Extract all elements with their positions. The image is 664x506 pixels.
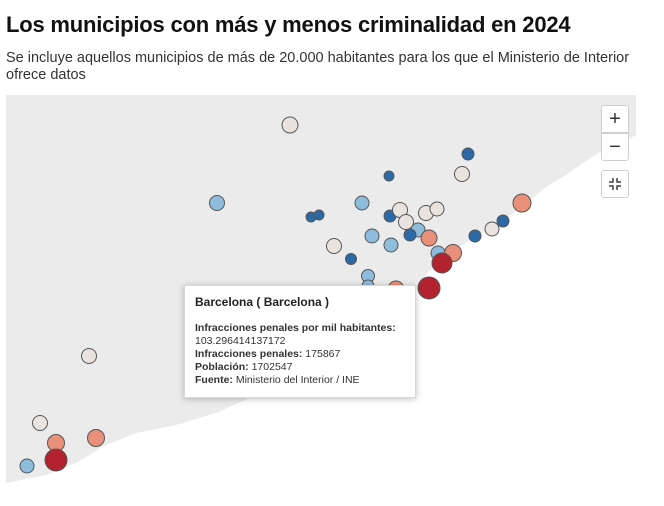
map-panel[interactable] [6, 95, 636, 495]
tooltip-infr-label: Infracciones penales: [195, 348, 303, 360]
municipality-marker[interactable] [87, 429, 105, 447]
municipality-marker[interactable] [281, 116, 299, 134]
municipality-marker[interactable] [398, 214, 414, 230]
municipality-marker[interactable] [431, 252, 453, 274]
fit-bounds-icon [609, 178, 621, 190]
municipality-marker[interactable] [209, 195, 225, 211]
municipality-marker[interactable] [345, 253, 357, 265]
municipality-marker[interactable] [364, 228, 380, 244]
zoom-in-button[interactable]: + [601, 105, 629, 133]
sea-area [6, 135, 636, 495]
municipality-marker[interactable] [454, 166, 470, 182]
municipality-marker[interactable] [484, 221, 500, 237]
municipality-marker[interactable] [32, 415, 48, 431]
map-canvas[interactable] [6, 95, 636, 495]
municipality-marker[interactable] [313, 209, 325, 221]
tooltip-title: Barcelona ( Barcelona ) [195, 295, 330, 309]
tooltip-rate-value: 103.296414137172 [195, 335, 286, 347]
chart-title: Los municipios con más y menos criminali… [6, 12, 571, 37]
municipality-marker[interactable] [354, 195, 370, 211]
zoom-out-button[interactable]: − [601, 133, 629, 161]
chart-subtitle: Se incluye aquellos municipios de más de… [6, 50, 630, 83]
tooltip-infr-row: Infracciones penales: 175867 [195, 348, 405, 361]
municipality-marker[interactable] [468, 229, 482, 243]
municipality-marker[interactable] [383, 170, 395, 182]
tooltip-pob-value: 1702547 [251, 361, 293, 373]
municipality-marker[interactable] [403, 228, 417, 242]
fit-bounds-button[interactable] [601, 170, 629, 198]
tooltip-src-row: Fuente: Ministerio del Interior / INE [195, 374, 405, 387]
municipality-marker[interactable] [326, 238, 342, 254]
municipality-marker[interactable] [496, 214, 510, 228]
tooltip-src-label: Fuente: [195, 374, 233, 386]
tooltip-src-value: Ministerio del Interior / INE [235, 374, 360, 386]
municipality-marker[interactable] [420, 229, 438, 247]
municipality-marker[interactable] [461, 147, 475, 161]
municipality-marker[interactable] [512, 193, 532, 213]
municipality-marker[interactable] [383, 237, 399, 253]
municipality-marker[interactable] [429, 201, 445, 217]
municipality-marker[interactable] [44, 448, 68, 472]
tooltip-pob-row: Población: 1702547 [195, 361, 405, 374]
tooltip-rate-label: Infracciones penales por mil habitantes: [195, 322, 396, 334]
tooltip-infr-value: 175867 [305, 348, 341, 360]
tooltip-pob-label: Población: [195, 361, 249, 373]
tooltip: Barcelona ( Barcelona ) Infracciones pen… [184, 285, 416, 398]
municipality-marker-barcelona[interactable] [417, 276, 441, 300]
tooltip-rate-row: Infracciones penales por mil habitantes: [195, 322, 405, 335]
municipality-marker[interactable] [81, 348, 97, 364]
municipality-marker[interactable] [19, 458, 35, 474]
municipality-markers[interactable] [19, 116, 532, 474]
